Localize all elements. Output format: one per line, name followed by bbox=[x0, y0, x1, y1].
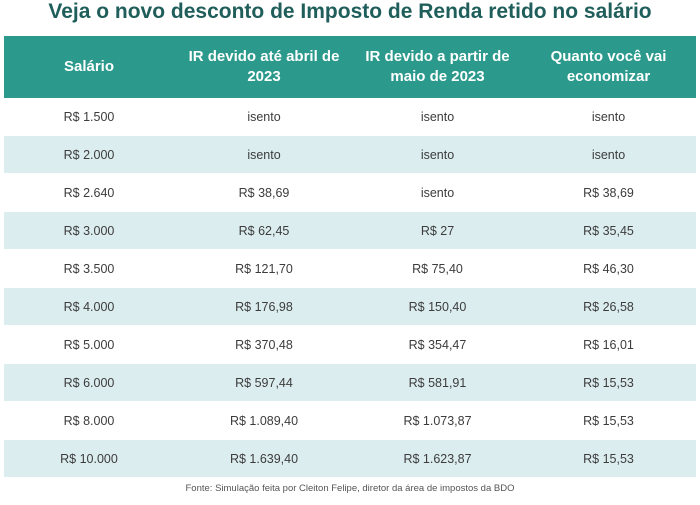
header-row: Salário IR devido até abril de 2023 IR d… bbox=[4, 36, 696, 98]
cell-ir-ate-abril: R$ 1.089,40 bbox=[174, 401, 354, 440]
table-body: R$ 1.500 isento isento isento R$ 2.000 i… bbox=[4, 98, 696, 478]
cell-ir-ate-abril: R$ 121,70 bbox=[174, 249, 354, 288]
table-row: R$ 3.000 R$ 62,45 R$ 27 R$ 35,45 bbox=[4, 211, 696, 250]
table-row: R$ 10.000 R$ 1.639,40 R$ 1.623,87 R$ 15,… bbox=[4, 439, 696, 478]
cell-economia: isento bbox=[521, 98, 696, 136]
tax-table: Salário IR devido até abril de 2023 IR d… bbox=[4, 36, 696, 478]
cell-ir-ate-abril: isento bbox=[174, 135, 354, 174]
cell-economia: R$ 15,53 bbox=[521, 401, 696, 440]
cell-ir-a-partir-maio: isento bbox=[354, 173, 521, 212]
cell-ir-ate-abril: R$ 1.639,40 bbox=[174, 439, 354, 478]
cell-ir-a-partir-maio: R$ 75,40 bbox=[354, 249, 521, 288]
cell-economia: R$ 38,69 bbox=[521, 173, 696, 212]
header-economia: Quanto você vai economizar bbox=[521, 36, 696, 98]
cell-economia: R$ 46,30 bbox=[521, 249, 696, 288]
cell-economia: R$ 26,58 bbox=[521, 287, 696, 326]
table-row: R$ 4.000 R$ 176,98 R$ 150,40 R$ 26,58 bbox=[4, 287, 696, 326]
table-row: R$ 6.000 R$ 597,44 R$ 581,91 R$ 15,53 bbox=[4, 363, 696, 402]
table-header: Salário IR devido até abril de 2023 IR d… bbox=[4, 36, 696, 98]
header-ir-a-partir-maio: IR devido a partir de maio de 2023 bbox=[354, 36, 521, 98]
cell-salario: R$ 3.500 bbox=[4, 249, 174, 288]
table-row: R$ 1.500 isento isento isento bbox=[4, 98, 696, 136]
cell-ir-a-partir-maio: isento bbox=[354, 98, 521, 136]
cell-ir-a-partir-maio: R$ 581,91 bbox=[354, 363, 521, 402]
cell-ir-ate-abril: R$ 597,44 bbox=[174, 363, 354, 402]
cell-ir-a-partir-maio: R$ 1.623,87 bbox=[354, 439, 521, 478]
page-title: Veja o novo desconto de Imposto de Renda… bbox=[48, 0, 652, 23]
cell-economia: isento bbox=[521, 135, 696, 174]
table-row: R$ 2.000 isento isento isento bbox=[4, 135, 696, 174]
cell-salario: R$ 6.000 bbox=[4, 363, 174, 402]
table-row: R$ 3.500 R$ 121,70 R$ 75,40 R$ 46,30 bbox=[4, 249, 696, 288]
cell-ir-ate-abril: R$ 176,98 bbox=[174, 287, 354, 326]
cell-ir-ate-abril: R$ 370,48 bbox=[174, 325, 354, 364]
cell-salario: R$ 1.500 bbox=[4, 98, 174, 136]
cell-economia: R$ 15,53 bbox=[521, 439, 696, 478]
cell-ir-a-partir-maio: R$ 354,47 bbox=[354, 325, 521, 364]
header-salario: Salário bbox=[4, 36, 174, 98]
cell-salario: R$ 5.000 bbox=[4, 325, 174, 364]
cell-ir-a-partir-maio: R$ 1.073,87 bbox=[354, 401, 521, 440]
cell-salario: R$ 2.640 bbox=[4, 173, 174, 212]
source-note: Fonte: Simulação feita por Cleiton Felip… bbox=[185, 483, 515, 494]
header-ir-ate-abril: IR devido até abril de 2023 bbox=[174, 36, 354, 98]
cell-ir-ate-abril: R$ 62,45 bbox=[174, 211, 354, 250]
cell-economia: R$ 35,45 bbox=[521, 211, 696, 250]
table-row: R$ 8.000 R$ 1.089,40 R$ 1.073,87 R$ 15,5… bbox=[4, 401, 696, 440]
cell-ir-a-partir-maio: isento bbox=[354, 135, 521, 174]
cell-economia: R$ 16,01 bbox=[521, 325, 696, 364]
cell-economia: R$ 15,53 bbox=[521, 363, 696, 402]
cell-salario: R$ 4.000 bbox=[4, 287, 174, 326]
cell-ir-a-partir-maio: R$ 150,40 bbox=[354, 287, 521, 326]
cell-ir-ate-abril: isento bbox=[174, 98, 354, 136]
table-row: R$ 2.640 R$ 38,69 isento R$ 38,69 bbox=[4, 173, 696, 212]
cell-ir-a-partir-maio: R$ 27 bbox=[354, 211, 521, 250]
cell-salario: R$ 10.000 bbox=[4, 439, 174, 478]
cell-ir-ate-abril: R$ 38,69 bbox=[174, 173, 354, 212]
cell-salario: R$ 2.000 bbox=[4, 135, 174, 174]
table-row: R$ 5.000 R$ 370,48 R$ 354,47 R$ 16,01 bbox=[4, 325, 696, 364]
cell-salario: R$ 3.000 bbox=[4, 211, 174, 250]
cell-salario: R$ 8.000 bbox=[4, 401, 174, 440]
